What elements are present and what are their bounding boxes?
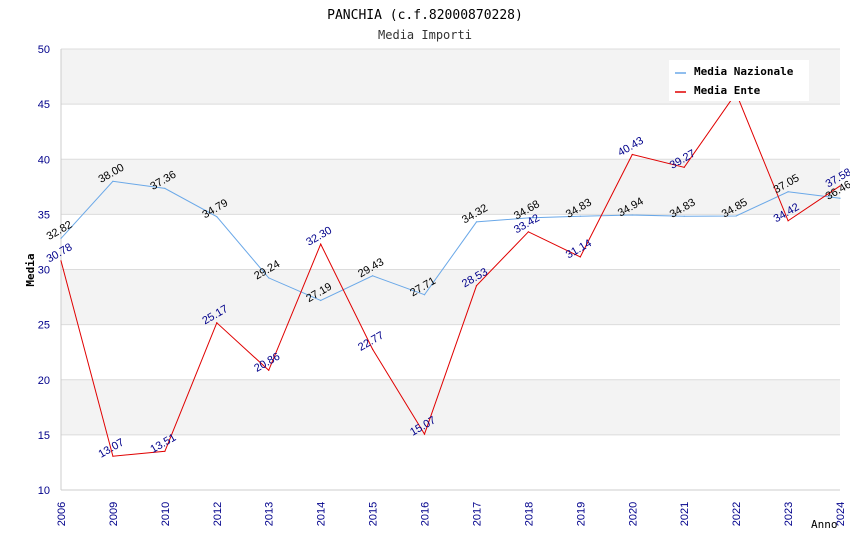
x-tick-label: 2021 <box>679 502 691 526</box>
data-point <box>112 455 114 457</box>
data-point <box>579 215 581 217</box>
y-tick-label: 25 <box>38 320 50 332</box>
series-line-nazionale <box>60 180 841 302</box>
y-tick-label: 40 <box>38 154 50 166</box>
y-tick-label: 10 <box>38 485 50 497</box>
x-axis-ticks: 2006 2009 2010 2012 2013 2014 2015 2016 2017 2018… <box>56 502 847 526</box>
x-tick-label: 2010 <box>160 502 172 526</box>
x-tick-label: 2018 <box>523 502 535 526</box>
data-point <box>164 187 166 189</box>
data-point <box>268 369 270 371</box>
data-point <box>527 231 530 233</box>
x-tick-label: 2014 <box>316 502 328 526</box>
y-axis-label: Media <box>24 253 37 286</box>
legend: Media Nazionale Media Ente <box>669 60 809 101</box>
data-point <box>60 260 62 262</box>
x-tick-label: 2017 <box>471 502 483 526</box>
data-point <box>216 216 218 218</box>
x-axis-label: Anno <box>811 518 838 531</box>
data-point <box>787 191 789 193</box>
series-lines <box>60 92 841 457</box>
x-tick-label: 2009 <box>108 502 120 526</box>
data-point <box>475 221 478 223</box>
legend-box <box>669 60 809 101</box>
grid-band <box>61 434 840 490</box>
chart-subtitle: Media Importi <box>378 28 472 42</box>
data-point <box>683 166 685 168</box>
data-point <box>631 214 633 216</box>
grid-band <box>61 214 840 270</box>
chart-title: PANCHIA (c.f.82000870228) <box>327 8 523 23</box>
data-point <box>372 275 374 277</box>
data-point <box>839 197 841 199</box>
y-axis-ticks: 10 15 20 25 30 35 40 45 50 <box>38 44 50 497</box>
grid-band <box>61 159 840 215</box>
data-point <box>268 277 270 279</box>
data-point <box>527 217 530 219</box>
y-tick-label: 50 <box>38 44 50 56</box>
legend-label-ente: Media Ente <box>694 84 761 97</box>
x-tick-label: 2019 <box>575 502 587 526</box>
data-point <box>216 322 218 324</box>
data-point <box>683 215 685 217</box>
y-tick-label: 45 <box>38 99 50 111</box>
data-point <box>579 256 581 258</box>
grid-band <box>61 269 840 325</box>
x-tick-label: 2015 <box>368 502 380 526</box>
data-point <box>60 237 62 240</box>
x-tick-label: 2024 <box>835 502 847 526</box>
x-tick-label: 2006 <box>56 502 68 526</box>
grid-band <box>61 104 840 160</box>
data-point <box>787 220 789 222</box>
data-point <box>423 433 426 435</box>
data-point <box>320 299 322 302</box>
x-tick-label: 2013 <box>264 502 276 526</box>
data-point <box>164 450 166 452</box>
y-tick-label: 20 <box>38 375 50 387</box>
x-tick-label: 2022 <box>731 502 743 526</box>
x-tick-label: 2020 <box>627 502 639 526</box>
data-point <box>423 294 426 296</box>
data-point <box>631 153 633 156</box>
x-tick-label: 2012 <box>212 502 224 526</box>
grid-band <box>61 324 840 380</box>
y-tick-label: 35 <box>38 209 50 221</box>
data-point <box>475 285 478 287</box>
data-point <box>372 348 374 350</box>
grid-bands <box>60 48 840 491</box>
legend-label-nazionale: Media Nazionale <box>694 65 794 78</box>
x-tick-label: 2023 <box>783 502 795 526</box>
data-point <box>839 185 841 187</box>
series-line-ente <box>60 92 841 457</box>
data-point <box>735 215 737 217</box>
grid-band <box>61 379 840 435</box>
x-tick-label: 2016 <box>420 502 432 526</box>
y-tick-label: 15 <box>38 430 50 442</box>
y-tick-label: 30 <box>38 265 50 277</box>
data-point <box>320 243 322 245</box>
data-point <box>112 180 114 182</box>
